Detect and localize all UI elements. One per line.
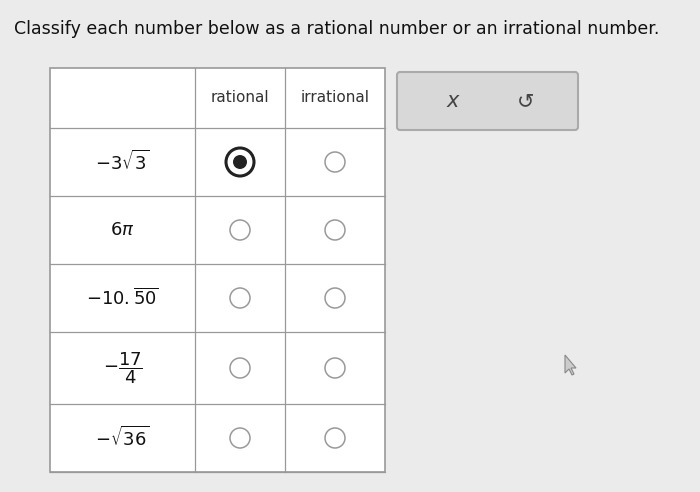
Circle shape [325, 358, 345, 378]
Circle shape [226, 148, 254, 176]
Text: $-\dfrac{17}{4}$: $-\dfrac{17}{4}$ [102, 350, 143, 386]
Circle shape [230, 288, 250, 308]
Polygon shape [565, 355, 576, 375]
Circle shape [233, 155, 247, 169]
Circle shape [325, 220, 345, 240]
Text: $-\sqrt{36}$: $-\sqrt{36}$ [95, 426, 150, 450]
Text: $-10.\overline{50}$: $-10.\overline{50}$ [86, 287, 159, 309]
Text: $6\pi$: $6\pi$ [110, 221, 135, 239]
Circle shape [230, 358, 250, 378]
Text: rational: rational [211, 91, 270, 105]
Text: ↺: ↺ [517, 91, 535, 111]
Text: irrational: irrational [300, 91, 370, 105]
Bar [50, 68, 385, 472]
Circle shape [230, 428, 250, 448]
Circle shape [325, 428, 345, 448]
Text: $-3\sqrt{3}$: $-3\sqrt{3}$ [95, 150, 150, 174]
FancyBboxPatch shape [397, 72, 578, 130]
Text: x: x [447, 91, 459, 111]
Circle shape [230, 220, 250, 240]
Text: Classify each number below as a rational number or an irrational number.: Classify each number below as a rational… [14, 20, 659, 38]
Circle shape [325, 288, 345, 308]
Circle shape [325, 152, 345, 172]
